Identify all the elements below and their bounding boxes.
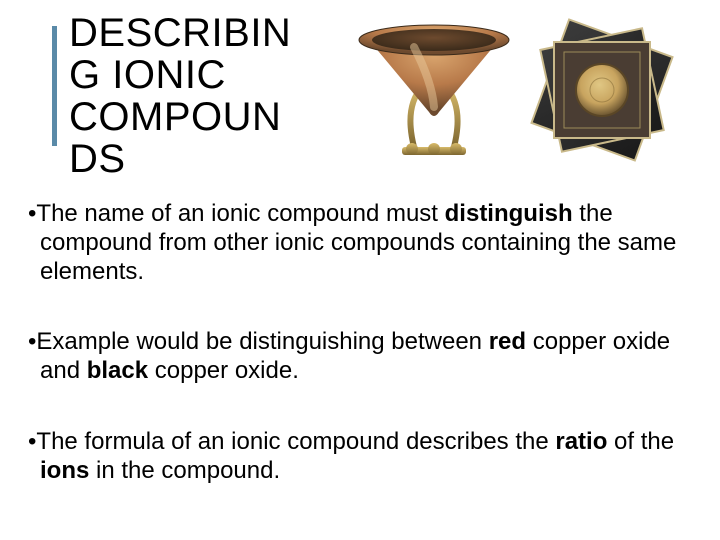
bullet-bold-text: red	[489, 328, 526, 355]
dark-plate-icon	[530, 12, 675, 162]
bullet-item: •Example would be distinguishing between…	[28, 328, 702, 386]
bullet-bold-text: black	[87, 357, 148, 384]
bullet-text: copper oxide.	[148, 357, 299, 384]
page-title: DESCRIBING IONICCOMPOUNDS	[69, 12, 334, 180]
bullet-item: •The name of an ionic compound must dist…	[28, 200, 702, 286]
dark-plate-image	[530, 12, 675, 162]
bullet-text: of the	[607, 428, 674, 455]
bullet-bold-text: distinguish	[445, 200, 573, 227]
bullet-text: The formula of an ionic compound describ…	[36, 428, 555, 455]
header-row: DESCRIBING IONICCOMPOUNDS	[0, 0, 720, 180]
header-images	[344, 12, 675, 162]
bullet-text: in the compound.	[89, 457, 280, 484]
bullet-text: Example would be distinguishing between	[36, 328, 488, 355]
copper-bowl-image	[344, 12, 524, 162]
title-accent-bar	[52, 26, 57, 146]
body-bullets: •The name of an ionic compound must dist…	[0, 180, 720, 486]
copper-bowl-icon	[344, 12, 524, 162]
bullet-item: •The formula of an ionic compound descri…	[28, 428, 702, 486]
bullet-bold-text: ratio	[555, 428, 607, 455]
bullet-text: The name of an ionic compound must	[36, 200, 444, 227]
bullet-bold-text: ions	[40, 457, 89, 484]
